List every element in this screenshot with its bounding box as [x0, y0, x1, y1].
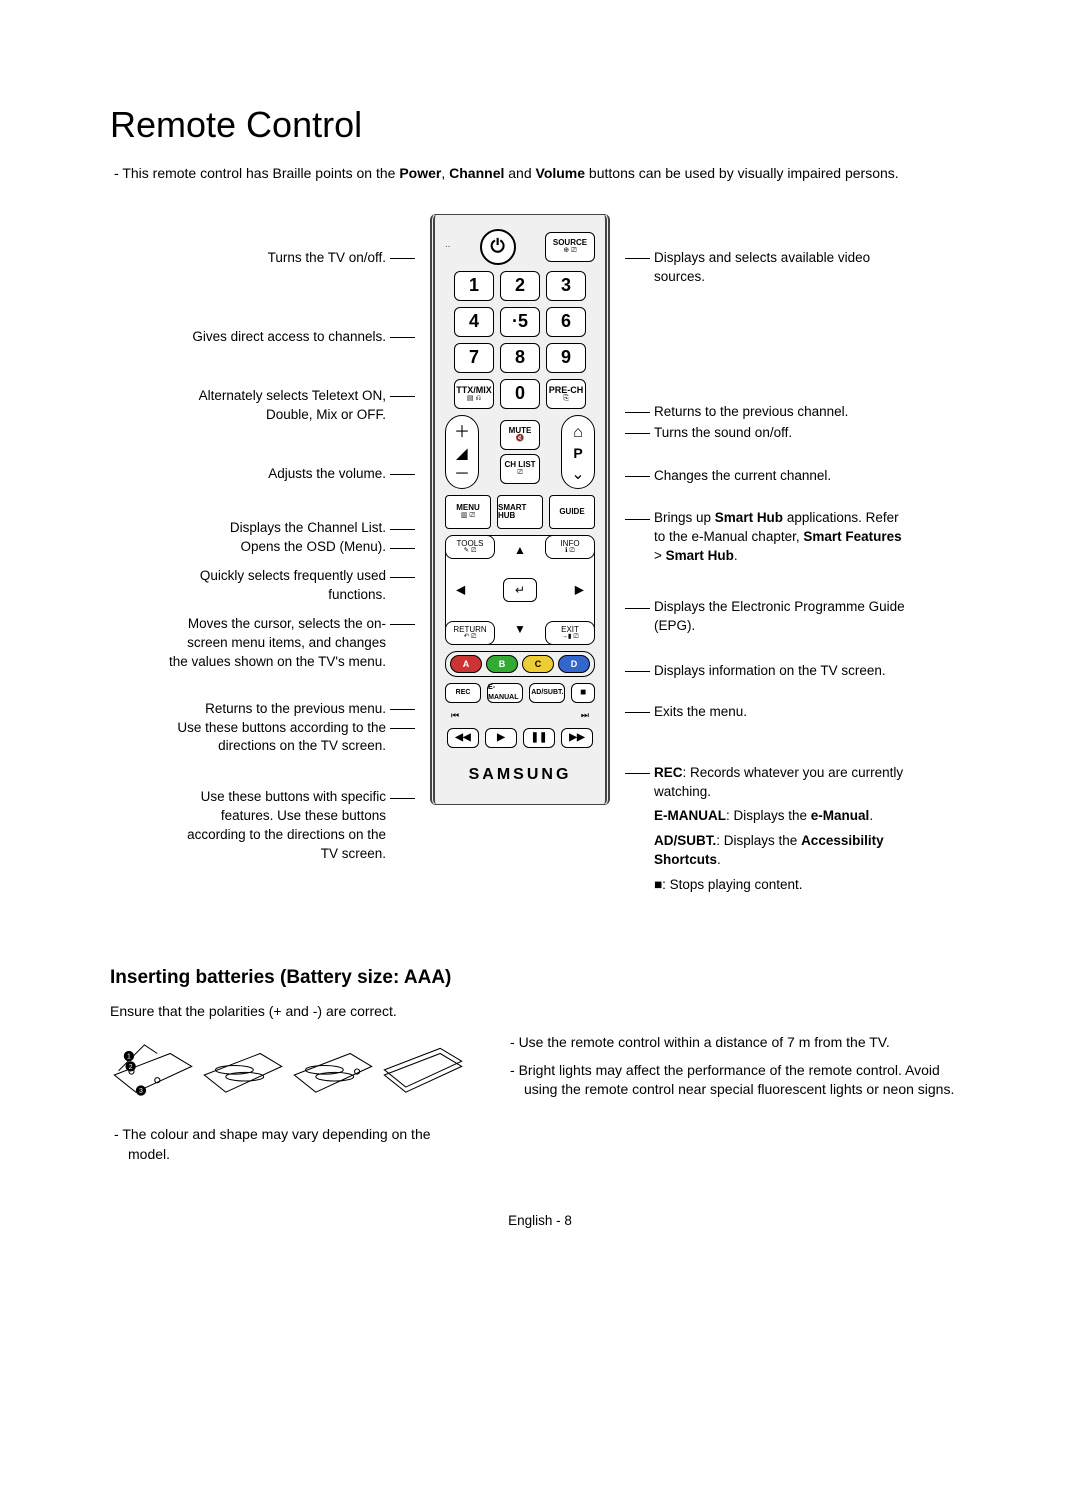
label-stop: ■: Stops playing content.	[625, 876, 915, 895]
key-8[interactable]: 8	[500, 343, 540, 373]
mute-button[interactable]: MUTE🔇	[500, 420, 540, 450]
key-5[interactable]: ·5	[500, 307, 540, 337]
right-labels-column: Displays and selects available video sou…	[625, 214, 915, 895]
down-arrow[interactable]: ▼	[514, 621, 526, 638]
key-9[interactable]: 9	[546, 343, 586, 373]
battery-step-3	[290, 1039, 376, 1111]
label-colour: Use these buttons according to the direc…	[165, 719, 415, 757]
label-info: Displays information on the TV screen.	[625, 662, 915, 681]
intro-note: This remote control has Braille points o…	[110, 164, 970, 184]
source-button[interactable]: SOURCE⊕ ⎚	[545, 232, 595, 262]
guide-button[interactable]: GUIDE	[549, 495, 595, 529]
key-3[interactable]: 3	[546, 271, 586, 301]
volume-rocker[interactable]: ＋ ◢ －	[445, 415, 479, 489]
pause-button[interactable]: ❚❚	[523, 728, 555, 748]
brand-logo: SAMSUNG	[469, 764, 572, 786]
right-arrow[interactable]: ▶	[575, 582, 584, 599]
left-labels-column: Turns the TV on/off. Gives direct access…	[165, 214, 415, 864]
label-chlist: Displays the Channel List.	[165, 519, 415, 538]
battery-step-4	[380, 1039, 466, 1111]
label-menu: Opens the OSD (Menu).	[165, 538, 415, 557]
key-6[interactable]: 6	[546, 307, 586, 337]
label-rec: REC: Records whatever you are currently …	[625, 764, 915, 802]
label-smarthub: Brings up Smart Hub applications. Refer …	[625, 509, 915, 566]
remote-diagram: Turns the TV on/off. Gives direct access…	[110, 214, 970, 895]
colour-c[interactable]: C	[522, 655, 554, 673]
label-numbers: Gives direct access to channels.	[165, 328, 415, 347]
exit-button[interactable]: EXIT→▮ ⎚	[545, 621, 595, 645]
up-arrow[interactable]: ▲	[514, 542, 526, 559]
label-adsubt: AD/SUBT.: Displays the Accessibility Sho…	[625, 832, 915, 870]
colour-a[interactable]: A	[450, 655, 482, 673]
key-0[interactable]: 0	[500, 379, 540, 409]
battery-sub: Ensure that the polarities (+ and -) are…	[110, 1002, 970, 1022]
left-arrow[interactable]: ◀	[456, 582, 465, 599]
ff-button[interactable]: ▶▶	[561, 728, 593, 748]
label-prech: Returns to the previous channel.	[625, 403, 915, 422]
skip-marks: ⏮ ⏭	[445, 709, 595, 722]
label-volume: Adjusts the volume.	[165, 465, 415, 484]
label-source: Displays and selects available video sou…	[625, 249, 915, 287]
dpad[interactable]: TOOLS✎ ⎚ INFOℹ ⎚ RETURN↶ ⎚ EXIT→▮ ⎚ ▲ ▼ …	[445, 535, 595, 645]
page-footer: English - 8	[110, 1212, 970, 1231]
key-2[interactable]: 2	[500, 271, 540, 301]
battery-note-colour: The colour and shape may vary depending …	[110, 1125, 470, 1164]
colour-d[interactable]: D	[558, 655, 590, 673]
label-playback: Use these buttons with specific features…	[165, 788, 415, 864]
battery-step-2	[200, 1039, 286, 1111]
colour-buttons: A B C D	[445, 651, 595, 677]
label-guide: Displays the Electronic Programme Guide …	[625, 598, 915, 636]
battery-step-1: 1 2 3	[110, 1039, 196, 1111]
tools-button[interactable]: TOOLS✎ ⎚	[445, 535, 495, 559]
channel-rocker[interactable]: ⌂ P ⌄	[561, 415, 595, 489]
menu-button[interactable]: MENU▥ ⎚	[445, 495, 491, 529]
label-cursor: Moves the cursor, selects the on-screen …	[165, 615, 415, 672]
label-return: Returns to the previous menu.	[165, 700, 415, 719]
ttx-button[interactable]: TTX/MIX▤ ⎌	[454, 379, 494, 409]
rec-button[interactable]: REC	[445, 683, 481, 703]
emanual-button[interactable]: E-MANUAL	[487, 683, 523, 703]
label-tools: Quickly selects frequently used function…	[165, 567, 415, 605]
remote-body: ·· ⏻ SOURCE⊕ ⎚ 123 4·56 789 TTX/MIX▤ ⎌ 0…	[430, 214, 610, 805]
label-power: Turns the TV on/off.	[165, 249, 415, 268]
label-emanual: E-MANUAL: Displays the e-Manual.	[625, 807, 915, 826]
key-4[interactable]: 4	[454, 307, 494, 337]
label-exit: Exits the menu.	[625, 703, 915, 722]
adsubt-button[interactable]: AD/SUBT.	[529, 683, 565, 703]
chlist-button[interactable]: CH LIST⎚	[500, 454, 540, 484]
battery-heading: Inserting batteries (Battery size: AAA)	[110, 965, 970, 992]
battery-note-distance: Use the remote control within a distance…	[506, 1033, 966, 1053]
key-1[interactable]: 1	[454, 271, 494, 301]
smarthub-button[interactable]: SMART HUB	[497, 495, 543, 529]
label-ttx: Alternately selects Teletext ON, Double,…	[165, 387, 415, 425]
stop-button[interactable]: ■	[571, 683, 595, 703]
intro-text: This remote control has Braille points o…	[122, 165, 399, 181]
prech-button[interactable]: PRE-CH⎘	[546, 379, 586, 409]
intro-bold: Power	[399, 165, 441, 181]
label-channel: Changes the current channel.	[625, 467, 915, 486]
label-mute: Turns the sound on/off.	[625, 424, 915, 443]
play-button[interactable]: ▶	[485, 728, 517, 748]
colour-b[interactable]: B	[486, 655, 518, 673]
info-button[interactable]: INFOℹ ⎚	[545, 535, 595, 559]
battery-figures: 1 2 3	[110, 1039, 470, 1111]
power-button[interactable]: ⏻	[480, 229, 516, 265]
svg-text:1: 1	[127, 1054, 131, 1061]
svg-text:2: 2	[129, 1064, 133, 1071]
bottom-section: 1 2 3 The	[110, 1033, 970, 1172]
return-button[interactable]: RETURN↶ ⎚	[445, 621, 495, 645]
rewind-button[interactable]: ◀◀	[447, 728, 479, 748]
key-7[interactable]: 7	[454, 343, 494, 373]
battery-note-light: Bright lights may affect the performance…	[506, 1061, 966, 1100]
page-title: Remote Control	[110, 100, 970, 150]
svg-text:3: 3	[139, 1088, 143, 1095]
ok-button[interactable]: ↵	[503, 578, 537, 602]
